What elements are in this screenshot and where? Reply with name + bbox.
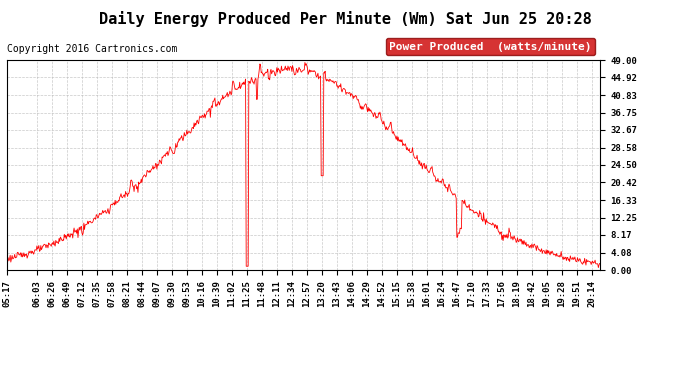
Text: Daily Energy Produced Per Minute (Wm) Sat Jun 25 20:28: Daily Energy Produced Per Minute (Wm) Sa… xyxy=(99,11,591,27)
Legend: Power Produced  (watts/minute): Power Produced (watts/minute) xyxy=(386,38,595,55)
Text: Copyright 2016 Cartronics.com: Copyright 2016 Cartronics.com xyxy=(8,44,178,54)
